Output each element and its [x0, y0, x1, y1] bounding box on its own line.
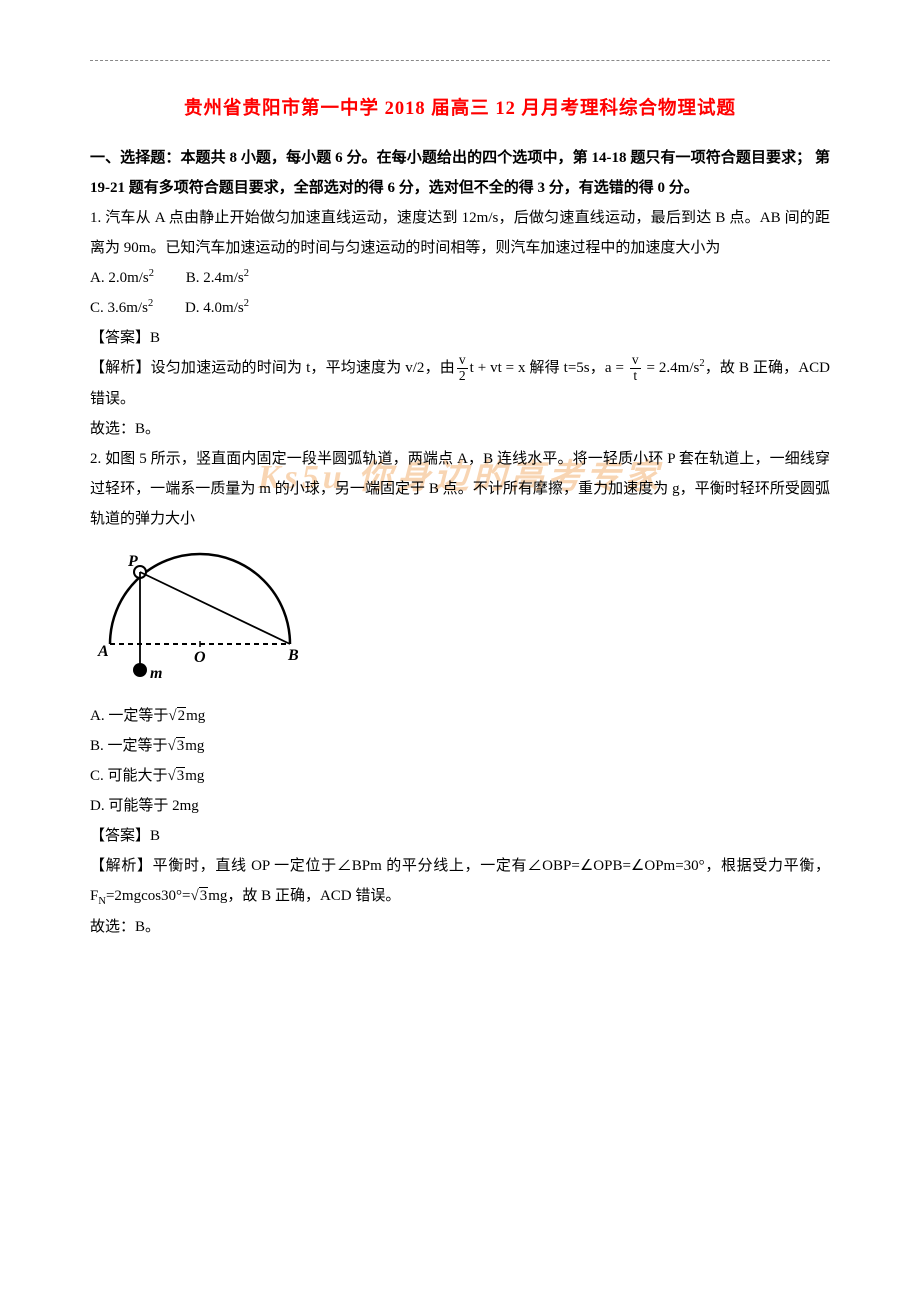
- q1-option-b-text: B. 2.4m/s: [186, 270, 244, 286]
- q1-option-a-text: A. 2.0m/s: [90, 270, 149, 286]
- sub-n: N: [98, 896, 106, 907]
- q1-option-c: C. 3.6m/s2: [90, 293, 153, 323]
- q1-option-d: D. 4.0m/s2: [185, 293, 249, 323]
- radicand: 3: [199, 887, 209, 904]
- q2-block: Ks5u 你身边的高考专家 2. 如图 5 所示，竖直面内固定一段半圆弧轨道，两…: [90, 444, 830, 534]
- sqrt-icon: 3: [168, 731, 186, 761]
- q2-option-b: B. 一定等于 3mg: [90, 731, 830, 761]
- q2-option-b-text: B. 一定等于: [90, 738, 168, 754]
- label-o: O: [194, 649, 206, 666]
- q2-option-c: C. 可能大于 3mg: [90, 761, 830, 791]
- q2-option-c-text: C. 可能大于: [90, 768, 168, 784]
- ball-m: [133, 663, 147, 677]
- radicand: 3: [176, 737, 186, 754]
- sup-2: 2: [148, 298, 153, 309]
- section-header: 一、选择题：本题共 8 小题，每小题 6 分。在每小题给出的四个选项中，第 14…: [90, 143, 830, 203]
- q2-jiexi-mid: =2mgcos30°=: [106, 888, 191, 904]
- q1-jiexi-suffix: = 2.4m/s: [643, 360, 700, 376]
- sqrt-icon: 3: [191, 881, 209, 911]
- q1-options-row1: A. 2.0m/s2 B. 2.4m/s2: [90, 263, 830, 293]
- q1-answer: 【答案】B: [90, 323, 830, 353]
- semicircle-diagram: P A O B m: [90, 544, 310, 684]
- q2-option-c-tail: mg: [185, 768, 204, 784]
- q2-option-a: A. 一定等于 2mg: [90, 701, 830, 731]
- q2-option-b-tail: mg: [185, 738, 204, 754]
- label-p: P: [127, 553, 138, 570]
- q2-figure: P A O B m: [90, 544, 830, 695]
- q1-option-b: B. 2.4m/s2: [186, 263, 249, 293]
- fraction-v-over-t: vt: [630, 353, 641, 384]
- radicand: 2: [177, 707, 187, 724]
- top-rule: [90, 60, 830, 61]
- label-b: B: [287, 647, 299, 664]
- q2-answer: 【答案】B: [90, 821, 830, 851]
- q1-jiexi: 【解析】设匀加速运动的时间为 t，平均速度为 v/2，由v2t + vt = x…: [90, 353, 830, 414]
- radicand: 3: [176, 767, 186, 784]
- q1-option-d-text: D. 4.0m/s: [185, 300, 244, 316]
- document-title: 贵州省贵阳市第一中学 2018 届高三 12 月月考理科综合物理试题: [90, 91, 830, 128]
- fraction-v-over-2: v2: [457, 353, 468, 384]
- q2-option-a-text: A. 一定等于: [90, 708, 168, 724]
- q2-option-a-tail: mg: [186, 708, 205, 724]
- q2-option-d: D. 可能等于 2mg: [90, 791, 830, 821]
- q2-jiexi: 【解析】平衡时，直线 OP 一定位于∠BPm 的平分线上，一定有∠OBP=∠OP…: [90, 851, 830, 912]
- label-m: m: [150, 665, 162, 682]
- sup-2: 2: [149, 268, 154, 279]
- sup-2: 2: [244, 268, 249, 279]
- q1-options-row2: C. 3.6m/s2 D. 4.0m/s2: [90, 293, 830, 323]
- q1-jiexi-prefix: 【解析】设匀加速运动的时间为 t，平均速度为 v/2，由: [90, 360, 455, 376]
- sup-2: 2: [244, 298, 249, 309]
- sqrt-icon: 3: [168, 761, 186, 791]
- q2-stem: 2. 如图 5 所示，竖直面内固定一段半圆弧轨道，两端点 A，B 连线水平。将一…: [90, 444, 830, 534]
- q1-option-a: A. 2.0m/s2: [90, 263, 154, 293]
- q1-option-c-text: C. 3.6m/s: [90, 300, 148, 316]
- q1-jiexi-mid: t + vt = x 解得 t=5s，a =: [470, 360, 628, 376]
- q2-conclude: 故选：B。: [90, 912, 830, 942]
- label-a: A: [97, 643, 109, 660]
- sqrt-icon: 2: [168, 701, 186, 731]
- q1-conclude: 故选：B。: [90, 414, 830, 444]
- q1-stem: 1. 汽车从 A 点由静止开始做匀加速直线运动，速度达到 12m/s，后做匀速直…: [90, 203, 830, 263]
- q2-jiexi-tail: mg，故 B 正确，ACD 错误。: [208, 888, 400, 904]
